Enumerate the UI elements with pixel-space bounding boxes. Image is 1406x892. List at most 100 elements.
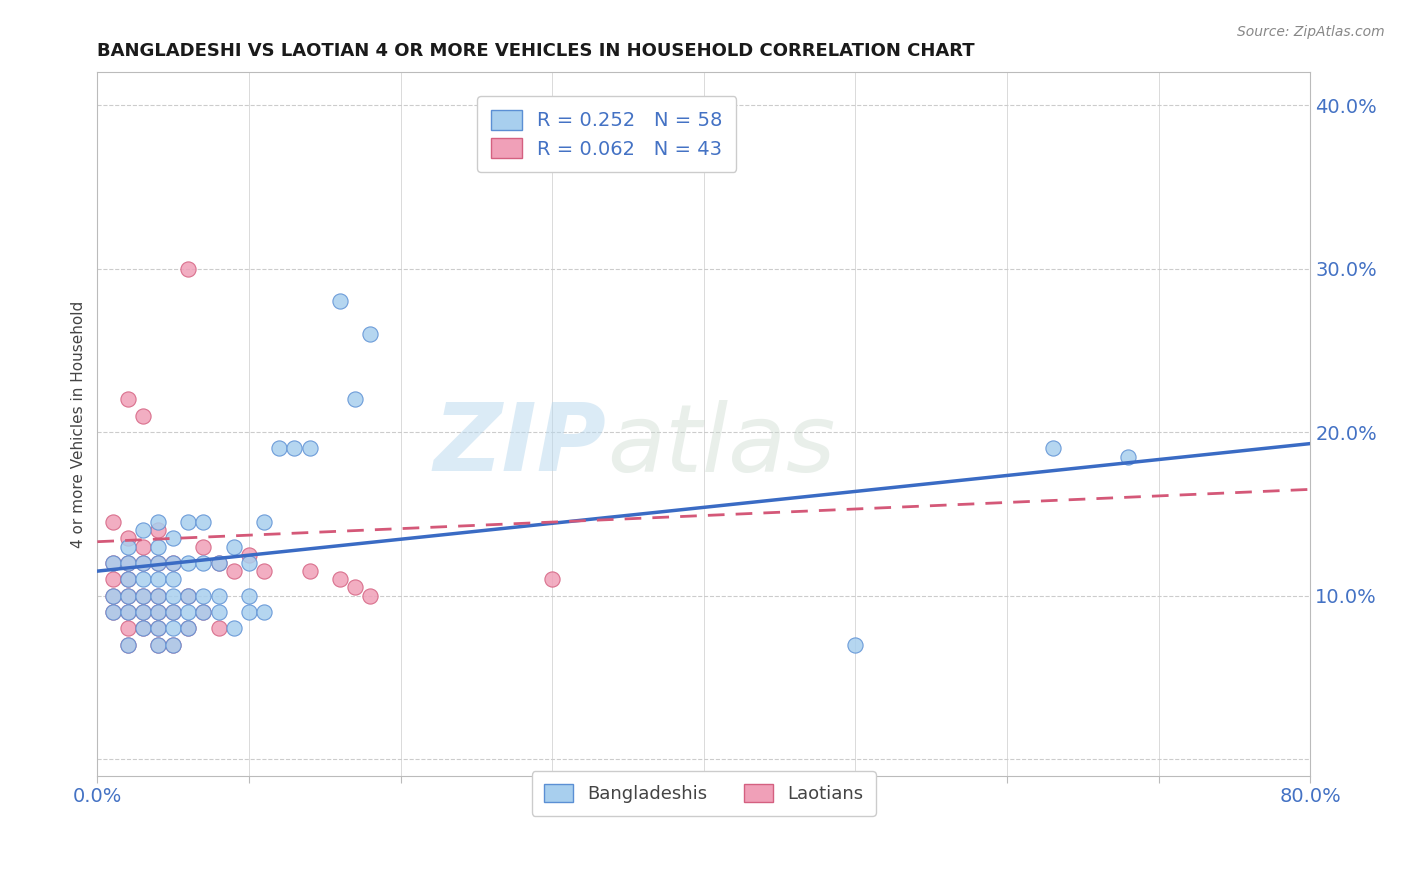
- Point: [238, 589, 260, 603]
- Point: [146, 621, 169, 635]
- Point: [117, 556, 139, 570]
- Point: [238, 605, 260, 619]
- Point: [132, 556, 155, 570]
- Point: [132, 523, 155, 537]
- Point: [269, 442, 291, 456]
- Point: [117, 532, 139, 546]
- Point: [298, 442, 321, 456]
- Point: [177, 515, 200, 529]
- Legend: Bangladeshis, Laotians: Bangladeshis, Laotians: [531, 771, 876, 815]
- Point: [146, 572, 169, 586]
- Point: [222, 540, 245, 554]
- Point: [146, 556, 169, 570]
- Point: [177, 621, 200, 635]
- Point: [117, 605, 139, 619]
- Point: [132, 605, 155, 619]
- Point: [146, 638, 169, 652]
- Point: [101, 605, 124, 619]
- Point: [146, 605, 169, 619]
- Point: [117, 638, 139, 652]
- Point: [146, 515, 169, 529]
- Point: [359, 589, 381, 603]
- Point: [101, 515, 124, 529]
- Point: [117, 572, 139, 586]
- Point: [162, 605, 184, 619]
- Point: [132, 605, 155, 619]
- Point: [177, 589, 200, 603]
- Point: [298, 564, 321, 578]
- Point: [117, 589, 139, 603]
- Point: [146, 523, 169, 537]
- Y-axis label: 4 or more Vehicles in Household: 4 or more Vehicles in Household: [72, 301, 86, 548]
- Point: [208, 605, 231, 619]
- Point: [541, 572, 564, 586]
- Point: [117, 621, 139, 635]
- Point: [146, 556, 169, 570]
- Point: [193, 556, 215, 570]
- Point: [117, 392, 139, 407]
- Point: [117, 589, 139, 603]
- Text: BANGLADESHI VS LAOTIAN 4 OR MORE VEHICLES IN HOUSEHOLD CORRELATION CHART: BANGLADESHI VS LAOTIAN 4 OR MORE VEHICLE…: [97, 42, 974, 60]
- Point: [1118, 450, 1140, 464]
- Point: [193, 605, 215, 619]
- Point: [162, 638, 184, 652]
- Point: [329, 294, 352, 309]
- Point: [162, 589, 184, 603]
- Point: [253, 605, 276, 619]
- Point: [162, 621, 184, 635]
- Point: [146, 605, 169, 619]
- Point: [193, 589, 215, 603]
- Point: [117, 540, 139, 554]
- Point: [208, 556, 231, 570]
- Point: [177, 261, 200, 276]
- Point: [162, 556, 184, 570]
- Point: [117, 638, 139, 652]
- Point: [132, 409, 155, 423]
- Point: [101, 589, 124, 603]
- Point: [117, 572, 139, 586]
- Text: atlas: atlas: [607, 400, 835, 491]
- Point: [193, 515, 215, 529]
- Point: [283, 442, 305, 456]
- Point: [1042, 442, 1064, 456]
- Point: [132, 589, 155, 603]
- Point: [253, 515, 276, 529]
- Point: [146, 621, 169, 635]
- Point: [193, 605, 215, 619]
- Point: [101, 572, 124, 586]
- Point: [208, 621, 231, 635]
- Point: [132, 589, 155, 603]
- Point: [222, 621, 245, 635]
- Point: [253, 564, 276, 578]
- Point: [101, 556, 124, 570]
- Point: [146, 540, 169, 554]
- Point: [329, 572, 352, 586]
- Point: [162, 605, 184, 619]
- Point: [146, 638, 169, 652]
- Text: Source: ZipAtlas.com: Source: ZipAtlas.com: [1237, 25, 1385, 39]
- Point: [117, 605, 139, 619]
- Point: [238, 548, 260, 562]
- Point: [132, 572, 155, 586]
- Point: [177, 589, 200, 603]
- Point: [132, 540, 155, 554]
- Point: [162, 556, 184, 570]
- Point: [146, 589, 169, 603]
- Point: [359, 326, 381, 341]
- Point: [101, 589, 124, 603]
- Point: [162, 532, 184, 546]
- Point: [238, 556, 260, 570]
- Point: [844, 638, 866, 652]
- Text: ZIP: ZIP: [434, 399, 607, 491]
- Point: [162, 572, 184, 586]
- Point: [208, 556, 231, 570]
- Point: [101, 556, 124, 570]
- Point: [193, 540, 215, 554]
- Point: [344, 581, 367, 595]
- Point: [344, 392, 367, 407]
- Point: [101, 605, 124, 619]
- Point: [132, 621, 155, 635]
- Point: [132, 621, 155, 635]
- Point: [162, 638, 184, 652]
- Point: [222, 564, 245, 578]
